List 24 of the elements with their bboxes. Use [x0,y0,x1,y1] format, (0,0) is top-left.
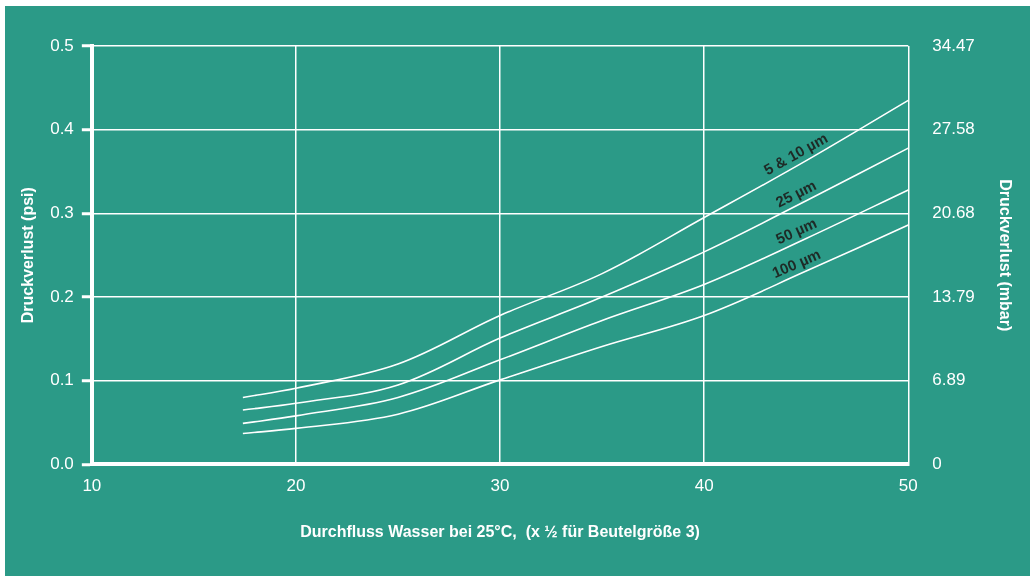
y-tick-label: 0.3 [50,203,74,223]
text: 100 µm [769,245,824,282]
text: 5 & 10 µm [760,129,831,179]
y-tick-label: 0.2 [50,286,74,306]
x-tick-label: 30 [490,476,510,496]
y2-tick-label: 6.89 [932,370,966,390]
text: 50 µm [773,214,820,248]
y-tick-label: 0.4 [50,119,74,139]
x-tick-label: 40 [694,476,714,496]
text: 25 µm [772,176,819,211]
y-axis-title: Druckverlust (psi) [19,187,37,324]
x-tick-label: 50 [898,476,918,496]
x-axis-title: Durchfluss Wasser bei 25°C, (x ½ für Beutelgröße 3) [300,522,700,540]
y-tick-label: 0.0 [50,454,74,474]
y-tick-label: 0.1 [50,370,74,390]
y2-axis-title: Druckverlust (mbar) [996,179,1014,332]
y2-tick-label: 27.58 [932,119,975,139]
y2-tick-label: 13.79 [932,286,975,306]
y2-tick-label: 0 [932,454,942,474]
y-tick-label: 0.5 [50,35,74,55]
x-tick-label: 20 [286,476,306,496]
x-tick-label: 10 [82,476,102,496]
y2-tick-label: 34.47 [932,35,975,55]
y2-tick-label: 20.68 [932,203,975,223]
